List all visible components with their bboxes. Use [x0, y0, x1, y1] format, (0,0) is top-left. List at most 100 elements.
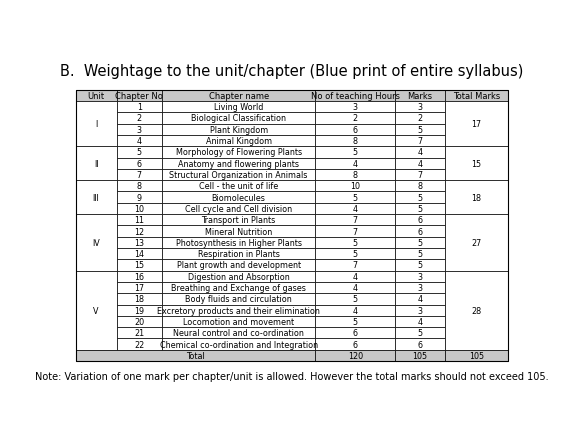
Text: Transport in Plants: Transport in Plants	[201, 216, 276, 225]
Text: 8: 8	[137, 182, 142, 191]
Text: Living World: Living World	[214, 103, 263, 112]
Text: 17: 17	[134, 283, 145, 293]
Text: 6: 6	[418, 216, 423, 225]
Bar	[76, 181, 117, 214]
Bar	[445, 350, 508, 361]
Bar	[395, 282, 445, 293]
Text: 7: 7	[353, 261, 358, 270]
Text: 4: 4	[353, 283, 358, 293]
Bar	[162, 237, 315, 248]
Text: 5: 5	[353, 295, 358, 304]
Text: Note: Variation of one mark per chapter/unit is allowed. However the total marks: Note: Variation of one mark per chapter/…	[35, 371, 549, 381]
Bar	[162, 113, 315, 125]
Text: Morphology of Flowering Plants: Morphology of Flowering Plants	[176, 148, 302, 157]
Bar	[395, 316, 445, 327]
Bar	[315, 192, 395, 203]
Text: 5: 5	[418, 261, 423, 270]
Text: 15: 15	[471, 159, 481, 168]
Bar	[315, 203, 395, 214]
Bar	[162, 327, 315, 339]
Bar	[395, 339, 445, 350]
Text: Plant growth and development: Plant growth and development	[176, 261, 301, 270]
Bar	[315, 102, 395, 113]
Text: 5: 5	[418, 329, 423, 338]
Text: 1: 1	[137, 103, 142, 112]
Text: 6: 6	[137, 159, 142, 168]
Text: Photosynthesis in Higher Plants: Photosynthesis in Higher Plants	[176, 238, 302, 247]
Text: B.  Weightage to the unit/chapter (Blue print of entire syllabus): B. Weightage to the unit/chapter (Blue p…	[60, 64, 523, 79]
Text: 8: 8	[418, 182, 423, 191]
Text: Respiration in Plants: Respiration in Plants	[198, 250, 279, 259]
Text: 6: 6	[353, 125, 358, 135]
Bar	[117, 203, 162, 214]
Bar	[117, 91, 162, 102]
Text: 4: 4	[137, 137, 142, 146]
Bar	[76, 147, 117, 181]
Bar	[117, 125, 162, 135]
Text: 5: 5	[418, 193, 423, 202]
Text: Breathing and Exchange of gases: Breathing and Exchange of gases	[171, 283, 306, 293]
Text: 17: 17	[471, 120, 481, 129]
Bar	[395, 305, 445, 316]
Bar	[315, 271, 395, 282]
Bar	[117, 248, 162, 260]
Bar	[117, 226, 162, 237]
Bar	[395, 350, 445, 361]
Bar	[395, 125, 445, 135]
Text: 5: 5	[353, 250, 358, 259]
Bar	[315, 248, 395, 260]
Text: 5: 5	[353, 148, 358, 157]
Bar	[445, 91, 508, 102]
Bar	[395, 226, 445, 237]
Bar	[315, 135, 395, 147]
Text: Body fluids and circulation: Body fluids and circulation	[185, 295, 292, 304]
Bar	[162, 102, 315, 113]
Text: Excretory products and their elimination: Excretory products and their elimination	[157, 306, 320, 315]
Text: III: III	[93, 193, 100, 202]
Text: 3: 3	[137, 125, 142, 135]
Text: 19: 19	[134, 306, 145, 315]
Text: Mineral Nutrition: Mineral Nutrition	[205, 227, 273, 236]
Text: 7: 7	[137, 171, 142, 180]
Bar	[315, 305, 395, 316]
Bar	[162, 192, 315, 203]
Bar	[445, 271, 508, 350]
Text: 5: 5	[418, 204, 423, 214]
Bar	[395, 192, 445, 203]
Bar	[395, 237, 445, 248]
Bar	[117, 260, 162, 271]
Text: 4: 4	[353, 159, 358, 168]
Bar	[445, 214, 508, 271]
Text: 7: 7	[418, 137, 423, 146]
Bar	[395, 169, 445, 181]
Bar	[395, 158, 445, 169]
Text: Total Marks: Total Marks	[453, 92, 500, 101]
Bar	[162, 339, 315, 350]
Bar	[117, 282, 162, 293]
Text: 2: 2	[353, 114, 358, 123]
Text: 2: 2	[418, 114, 423, 123]
Text: Biological Classification: Biological Classification	[191, 114, 286, 123]
Bar	[76, 91, 508, 361]
Bar	[162, 135, 315, 147]
Bar	[395, 135, 445, 147]
Text: 5: 5	[353, 317, 358, 326]
Text: 3: 3	[418, 306, 423, 315]
Text: 3: 3	[418, 103, 423, 112]
Bar	[315, 91, 395, 102]
Text: 21: 21	[134, 329, 145, 338]
Text: 5: 5	[418, 238, 423, 247]
Text: 8: 8	[353, 171, 358, 180]
Bar	[395, 271, 445, 282]
Text: Chapter name: Chapter name	[209, 92, 269, 101]
Bar	[117, 102, 162, 113]
Text: 9: 9	[137, 193, 142, 202]
Text: 3: 3	[353, 103, 358, 112]
Bar	[395, 214, 445, 226]
Bar	[315, 327, 395, 339]
Text: No of teaching Hours: No of teaching Hours	[311, 92, 400, 101]
Bar	[445, 181, 508, 214]
Text: 15: 15	[134, 261, 145, 270]
Text: 4: 4	[418, 317, 423, 326]
Bar	[117, 237, 162, 248]
